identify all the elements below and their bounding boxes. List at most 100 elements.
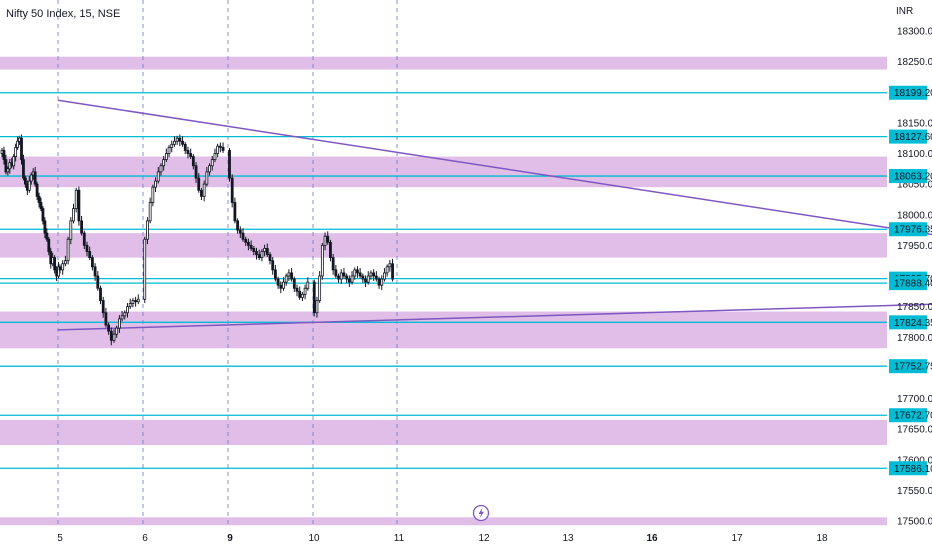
time-tick-18: 18 <box>816 533 828 544</box>
candle-78 <box>191 154 195 170</box>
price-tick-17700: 17700.00 <box>897 394 932 405</box>
candle-3 <box>6 166 10 176</box>
candle-107 <box>273 264 277 282</box>
candle-128 <box>334 264 338 279</box>
candle-76 <box>186 146 190 159</box>
price-tick-18250: 18250.00 <box>897 57 932 68</box>
candle-8 <box>16 136 20 150</box>
trendlines[interactable] <box>57 99 932 331</box>
candle-82 <box>202 180 206 202</box>
candle-47 <box>104 307 108 328</box>
candle-42 <box>91 255 94 271</box>
bolt-marker[interactable] <box>472 504 490 522</box>
price-tick-18000: 18000.00 <box>897 210 932 221</box>
level-price-tag-0[interactable]: 18199.20 <box>889 85 932 100</box>
candle-66 <box>159 163 163 176</box>
candle-93 <box>236 218 240 234</box>
price-tick-18100: 18100.00 <box>897 149 932 160</box>
candle-142 <box>372 269 376 281</box>
candle-98 <box>249 240 253 251</box>
bolt-glyph <box>478 507 484 519</box>
price-axis[interactable]: 18300.00 18250.00 18150.00 18100.00 18050.00… <box>889 27 932 528</box>
candle-135 <box>353 267 357 280</box>
trendline-0[interactable] <box>57 99 932 236</box>
candle-147 <box>385 264 389 277</box>
level-price-tag-1[interactable]: 18127.60 <box>889 129 932 144</box>
candle-41 <box>88 246 92 261</box>
candle-23 <box>45 228 49 242</box>
time-tick-5: 5 <box>57 533 63 544</box>
zone-rect-1[interactable] <box>0 156 887 188</box>
candle-22 <box>43 217 47 239</box>
candle-120 <box>312 279 316 317</box>
candle-80 <box>197 173 201 193</box>
level-price-tag-2[interactable]: 18063.20 <box>889 169 932 184</box>
candlesticks <box>0 134 394 346</box>
candle-136 <box>356 266 359 278</box>
level-price-tag-9[interactable]: 17586.10 <box>889 461 932 476</box>
candle-106 <box>271 257 275 275</box>
level-price-tag-7[interactable]: 17752.75 <box>889 359 932 374</box>
candle-112 <box>287 269 291 281</box>
candle-144 <box>377 276 381 289</box>
level-price-tag-6[interactable]: 17824.35 <box>889 315 932 330</box>
candle-74 <box>181 136 184 147</box>
horizontal-levels[interactable] <box>0 92 887 469</box>
time-axis[interactable]: 5 6 9 10 11 12 13 16 17 18 <box>57 533 828 544</box>
time-tick-17: 17 <box>731 533 743 544</box>
candle-109 <box>279 281 283 294</box>
level-price-tag-8[interactable]: 17672.70 <box>889 408 932 423</box>
price-tick-17500: 17500.00 <box>897 517 932 528</box>
candle-53 <box>120 310 124 322</box>
trendline-1[interactable] <box>57 303 932 331</box>
candle-62 <box>148 197 152 224</box>
candle-65 <box>156 166 160 184</box>
candle-146 <box>383 268 386 282</box>
level-price-tag-5[interactable]: 17888.40 <box>889 276 932 291</box>
zone-rect-0[interactable] <box>0 56 887 70</box>
candle-72 <box>175 135 179 145</box>
candle-102 <box>260 249 264 262</box>
candle-79 <box>194 162 198 183</box>
candle-129 <box>337 273 340 283</box>
candle-19 <box>37 192 41 208</box>
zone-rect-4[interactable] <box>0 419 887 446</box>
candle-91 <box>230 174 234 208</box>
zone-rect-3[interactable] <box>0 311 887 349</box>
svg-text:17752.75: 17752.75 <box>894 362 932 373</box>
candle-63 <box>151 184 155 207</box>
candle-116 <box>298 286 302 300</box>
candle-108 <box>276 276 280 289</box>
price-tick-17600: 17600.00 <box>897 455 932 466</box>
zone-rect-2[interactable] <box>0 233 887 258</box>
svg-text:18063.20: 18063.20 <box>894 172 932 183</box>
candle-70 <box>170 140 174 153</box>
candle-21 <box>41 206 45 225</box>
candle-54 <box>123 310 127 320</box>
candle-149 <box>391 258 394 282</box>
candle-103 <box>263 244 267 257</box>
candle-138 <box>361 273 365 283</box>
price-tick-18300: 18300.00 <box>897 27 932 38</box>
candle-117 <box>300 291 304 302</box>
candle-122 <box>318 271 322 303</box>
candle-18 <box>35 181 39 201</box>
candle-77 <box>189 148 193 160</box>
candle-104 <box>265 243 269 258</box>
zone-rect-5[interactable] <box>0 517 887 526</box>
candle-34 <box>69 217 73 245</box>
level-price-tag-3[interactable]: 17976.35 <box>889 222 932 237</box>
candle-71 <box>173 136 176 147</box>
candle-15 <box>29 172 33 185</box>
candle-126 <box>329 239 332 262</box>
candle-45 <box>99 285 102 305</box>
candle-68 <box>164 148 168 163</box>
candle-148 <box>388 260 392 272</box>
candle-1 <box>2 146 6 165</box>
candle-90 <box>228 147 231 182</box>
time-tick-9: 9 <box>227 533 233 544</box>
candle-119 <box>306 277 310 291</box>
candle-145 <box>380 275 384 291</box>
